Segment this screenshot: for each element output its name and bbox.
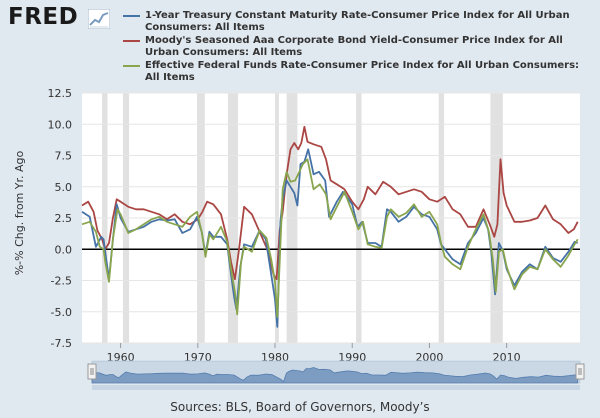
- trend-chart-icon: [88, 9, 110, 29]
- navigator-scrollbar[interactable]: [92, 385, 580, 390]
- y-tick-label: 5.0: [55, 181, 73, 194]
- navigator-series: [91, 367, 579, 384]
- navigator-selection[interactable]: [92, 361, 580, 383]
- y-axis-label: %-% Chg. from Yr. Ago: [13, 150, 26, 275]
- legend-item-aaa-bond[interactable]: Moody's Seasoned Aaa Corporate Bond Yiel…: [121, 35, 591, 59]
- y-tick-label: 0.0: [55, 243, 73, 256]
- y-tick-label: 2.5: [55, 212, 73, 225]
- navigator-right-handle[interactable]: [575, 363, 585, 380]
- series-line-aaa-bond[interactable]: [81, 125, 579, 281]
- y-tick-label: 12.5: [48, 87, 73, 100]
- y-tick-label: 7.5: [55, 150, 73, 163]
- y-tick-label: -2.5: [51, 275, 72, 288]
- y-tick-label: 10.0: [48, 118, 73, 131]
- fred-logo[interactable]: FRED: [8, 4, 79, 30]
- legend-item-fed-funds[interactable]: Effective Federal Funds Rate-Consumer Pr…: [121, 60, 591, 84]
- legend-swatch-1yr-treasury: [123, 15, 140, 17]
- y-tick-label: -7.5: [51, 337, 72, 350]
- y-tick-label: -5.0: [51, 306, 72, 319]
- chart-legend: 1-Year Treasury Constant Maturity Rate-C…: [121, 10, 591, 85]
- navigator-left-handle[interactable]: [87, 363, 97, 380]
- legend-label-aaa-bond: Moody's Seasoned Aaa Corporate Bond Yiel…: [145, 35, 563, 58]
- series-line-fed-funds[interactable]: [81, 158, 579, 318]
- legend-swatch-fed-funds: [123, 65, 140, 67]
- legend-item-1yr-treasury[interactable]: 1-Year Treasury Constant Maturity Rate-C…: [121, 10, 591, 34]
- legend-swatch-aaa-bond: [123, 40, 140, 42]
- legend-label-1yr-treasury: 1-Year Treasury Constant Maturity Rate-C…: [145, 10, 570, 33]
- sources-footer: Sources: BLS, Board of Governors, Moody’…: [170, 400, 430, 414]
- legend-label-fed-funds: Effective Federal Funds Rate-Consumer Pr…: [145, 60, 580, 83]
